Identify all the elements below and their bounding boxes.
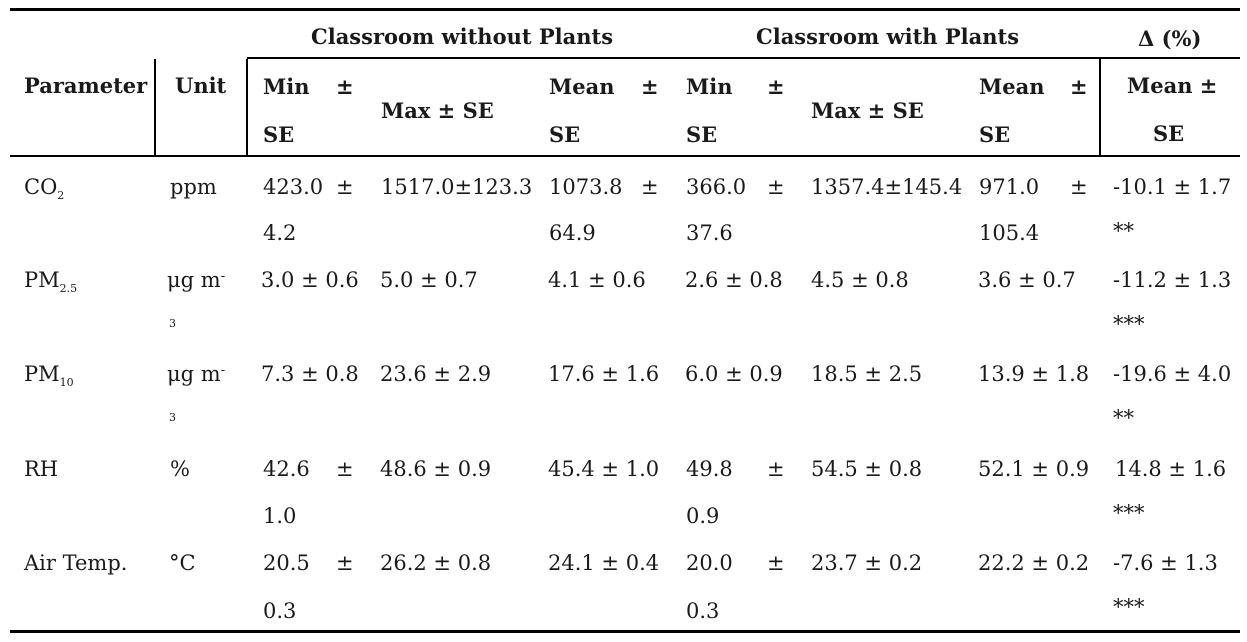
unit-cell: °C xyxy=(169,551,196,575)
min-a-pm: ± xyxy=(336,551,354,575)
min-a-pm: ± xyxy=(336,175,354,199)
mean-b-se: 105.4 xyxy=(979,221,1040,245)
col-header-max-b: Max ± SE xyxy=(811,98,924,123)
delta-cell: -11.2 ± 1.3 xyxy=(1113,268,1232,292)
min-b-se: 0.3 xyxy=(686,599,720,623)
col-header-mean-a-se: SE xyxy=(549,122,581,147)
delta-significance: ** xyxy=(1113,406,1134,430)
mean-b-cell: 52.1 ± 0.9 xyxy=(978,457,1090,481)
col-header-min-a: Min xyxy=(263,74,310,99)
max-a-cell: 5.0 ± 0.7 xyxy=(380,268,478,292)
max-a-cell: 26.2 ± 0.8 xyxy=(380,551,492,575)
delta-significance: ** xyxy=(1113,219,1134,243)
min-a-se: 1.0 xyxy=(263,504,297,528)
mean-b-cell: 3.6 ± 0.7 xyxy=(978,268,1076,292)
min-a-cell: 3.0 ± 0.6 xyxy=(261,268,359,292)
delta-significance: *** xyxy=(1113,595,1145,619)
mean-a-cell: 17.6 ± 1.6 xyxy=(548,362,660,386)
max-a-cell: 48.6 ± 0.9 xyxy=(380,457,492,481)
min-a-se: 4.2 xyxy=(263,221,297,245)
min-b-pm: ± xyxy=(767,457,785,481)
param-cell: PM10 xyxy=(24,362,74,389)
param-cell: CO2 xyxy=(24,175,65,202)
delta-significance: *** xyxy=(1113,312,1145,336)
min-a-se: 0.3 xyxy=(263,599,297,623)
min-a-cell: 7.3 ± 0.8 xyxy=(261,362,359,386)
min-b-cell: 366.0 xyxy=(686,175,747,199)
top-rule xyxy=(10,8,1240,11)
mean-a-se: 64.9 xyxy=(549,221,596,245)
group-header-with-plants: Classroom with Plants xyxy=(756,24,1020,49)
max-b-cell: 23.7 ± 0.2 xyxy=(811,551,923,575)
param-cell: PM2.5 xyxy=(24,268,78,295)
col-header-max-a: Max ± SE xyxy=(381,98,494,123)
col-header-delta-mean: Mean ± xyxy=(1127,73,1218,98)
col-header-min-b-pm: ± xyxy=(767,74,785,99)
mean-a-cell: 45.4 ± 1.0 xyxy=(548,457,660,481)
unit-cell-exponent: 3 xyxy=(169,411,176,424)
mean-a-pm: ± xyxy=(641,175,659,199)
col-header-min-a-pm: ± xyxy=(336,74,354,99)
col-header-mean-a: Mean xyxy=(549,74,615,99)
col-header-mean-a-pm: ± xyxy=(641,74,659,99)
delta-cell: -7.6 ± 1.3 xyxy=(1113,551,1218,575)
min-b-pm: ± xyxy=(767,551,785,575)
unit-cell: ppm xyxy=(170,175,217,199)
min-b-cell: 2.6 ± 0.8 xyxy=(685,268,783,292)
min-b-se: 37.6 xyxy=(686,221,733,245)
min-a-pm: ± xyxy=(336,457,354,481)
header-bottom-rule xyxy=(10,155,1240,157)
max-b-cell: 18.5 ± 2.5 xyxy=(811,362,923,386)
min-a-cell: 42.6 xyxy=(263,457,310,481)
min-a-cell: 423.0 xyxy=(263,175,324,199)
col-header-delta-se: SE xyxy=(1153,121,1185,146)
delta-cell: -10.1 ± 1.7 xyxy=(1113,175,1232,199)
unit-cell: μg m- xyxy=(167,362,226,386)
mean-a-cell: 1073.8 xyxy=(549,175,623,199)
mean-b-cell: 971.0 xyxy=(979,175,1040,199)
col-header-mean-b: Mean xyxy=(979,74,1045,99)
max-a-cell: 23.6 ± 2.9 xyxy=(380,362,492,386)
min-b-cell: 49.8 xyxy=(686,457,733,481)
max-b-cell: 54.5 ± 0.8 xyxy=(811,457,923,481)
mean-b-cell: 22.2 ± 0.2 xyxy=(978,551,1090,575)
mean-a-cell: 24.1 ± 0.4 xyxy=(548,551,660,575)
col-header-parameter: Parameter xyxy=(24,73,148,98)
min-b-pm: ± xyxy=(767,175,785,199)
col-header-mean-b-pm: ± xyxy=(1070,74,1088,99)
mean-a-cell: 4.1 ± 0.6 xyxy=(548,268,646,292)
unit-cell: % xyxy=(170,457,190,481)
min-b-cell: 20.0 xyxy=(686,551,733,575)
min-b-se: 0.9 xyxy=(686,504,720,528)
delta-significance: *** xyxy=(1113,501,1145,525)
group-header-delta: Δ (%) xyxy=(1138,26,1202,51)
unit-cell-exponent: 3 xyxy=(169,317,176,330)
min-a-cell: 20.5 xyxy=(263,551,310,575)
col-header-min-a-se: SE xyxy=(263,122,295,147)
max-b-cell: 4.5 ± 0.8 xyxy=(811,268,909,292)
header-divider-3 xyxy=(1099,59,1101,157)
mean-b-pm: ± xyxy=(1070,175,1088,199)
bottom-rule xyxy=(10,630,1240,633)
unit-cell: μg m- xyxy=(167,268,226,292)
group-rule xyxy=(247,57,1240,59)
param-cell: RH xyxy=(24,457,59,481)
delta-cell: 14.8 ± 1.6 xyxy=(1115,457,1227,481)
col-header-unit: Unit xyxy=(175,73,227,98)
max-a-cell: 1517.0±123.3 xyxy=(381,175,533,199)
header-divider-1 xyxy=(154,59,156,157)
col-header-min-b: Min xyxy=(686,74,733,99)
mean-b-cell: 13.9 ± 1.8 xyxy=(978,362,1090,386)
col-header-mean-b-se: SE xyxy=(979,122,1011,147)
param-cell: Air Temp. xyxy=(24,551,128,575)
min-b-cell: 6.0 ± 0.9 xyxy=(685,362,783,386)
max-b-cell: 1357.4±145.4 xyxy=(811,175,963,199)
col-header-min-b-se: SE xyxy=(686,122,718,147)
delta-cell: -19.6 ± 4.0 xyxy=(1113,362,1232,386)
header-divider-2 xyxy=(246,59,248,157)
group-header-without-plants: Classroom without Plants xyxy=(311,24,614,49)
